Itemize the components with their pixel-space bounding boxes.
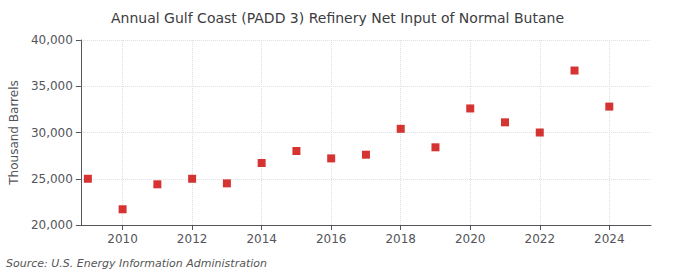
svg-text:2016: 2016 bbox=[316, 232, 347, 246]
svg-text:30,000: 30,000 bbox=[31, 126, 73, 140]
svg-text:25,000: 25,000 bbox=[31, 172, 73, 186]
svg-text:2014: 2014 bbox=[246, 232, 277, 246]
svg-text:2024: 2024 bbox=[594, 232, 625, 246]
svg-text:35,000: 35,000 bbox=[31, 79, 73, 93]
svg-text:Thousand Barrels: Thousand Barrels bbox=[7, 80, 21, 185]
svg-text:2012: 2012 bbox=[177, 232, 208, 246]
svg-text:2020: 2020 bbox=[455, 232, 486, 246]
svg-text:2010: 2010 bbox=[107, 232, 138, 246]
svg-text:40,000: 40,000 bbox=[31, 33, 73, 47]
svg-text:2018: 2018 bbox=[385, 232, 416, 246]
svg-text:Annual Gulf Coast (PADD 3) Ref: Annual Gulf Coast (PADD 3) Refinery Net … bbox=[111, 10, 564, 26]
svg-text:20,000: 20,000 bbox=[31, 218, 73, 232]
svg-text:Source: U.S. Energy Informatio: Source: U.S. Energy Information Administ… bbox=[6, 257, 267, 270]
svg-text:2022: 2022 bbox=[524, 232, 555, 246]
